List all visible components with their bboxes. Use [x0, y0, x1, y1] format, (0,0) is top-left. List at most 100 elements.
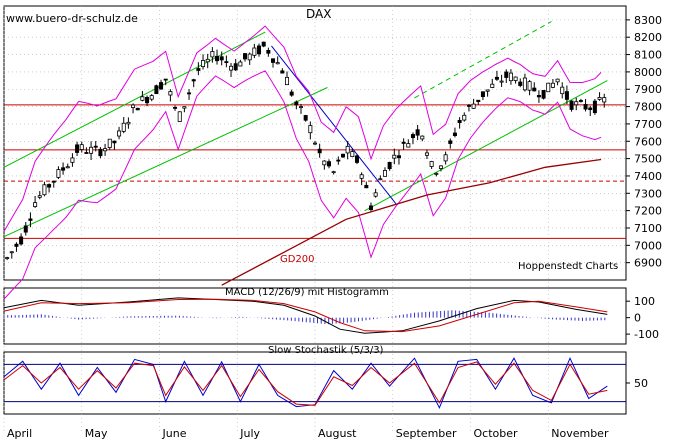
candle-body [266, 50, 271, 54]
candle-body [532, 87, 537, 92]
candle-body [280, 70, 285, 74]
candle-body [173, 107, 178, 109]
watermark: www.buero-dr-schulz.de [6, 12, 138, 25]
candle-body [238, 61, 243, 67]
candle-body [205, 58, 210, 63]
candle-body [61, 167, 66, 171]
candle-body [126, 121, 131, 125]
candle-body [340, 153, 345, 158]
macd-tick-label: -100 [634, 328, 659, 341]
candle-body [294, 101, 299, 106]
candle-body [410, 134, 415, 139]
candle-body [592, 100, 597, 114]
price-tick-label: 7800 [634, 101, 662, 114]
candle-body [462, 114, 467, 121]
candle-body [163, 78, 168, 81]
macd-panel: 100 0 -100 [3, 295, 659, 341]
candle-body [583, 104, 588, 110]
candle-body [508, 72, 513, 82]
candle-body [112, 140, 117, 144]
candle-body [382, 170, 387, 177]
candle-body [121, 122, 126, 132]
month-label: July [239, 427, 260, 440]
price-axis: 6900 7000 7100 7200 7300 7400 7500 7600 7700 7800… [626, 14, 662, 270]
candle-body [564, 91, 569, 100]
candle-body [317, 148, 322, 154]
candle-body [187, 92, 192, 95]
candle-body [504, 71, 509, 78]
candle-body [65, 166, 70, 169]
price-tick-label: 8200 [634, 31, 662, 44]
price-tick-label: 8300 [634, 14, 662, 27]
candle-body [457, 119, 462, 123]
candle-body [550, 82, 555, 88]
candle-body [499, 80, 504, 83]
price-tick-label: 7700 [634, 118, 662, 131]
price-tick-label: 7500 [634, 153, 662, 166]
price-tick-label: 8000 [634, 66, 662, 79]
candle-body [373, 192, 378, 197]
candle-body [401, 141, 406, 144]
price-tick-label: 7400 [634, 170, 662, 183]
macd-tick-label: 0 [634, 312, 641, 325]
candle-body [541, 90, 546, 99]
candle-body [196, 68, 201, 71]
candle-body [485, 89, 490, 92]
month-axis: April May June July August September October No… [3, 6, 609, 440]
candle-body [70, 157, 75, 163]
chart-title: DAX [306, 7, 331, 21]
candle-body [215, 55, 220, 62]
price-tick-label: 7100 [634, 222, 662, 235]
channel-lower [3, 87, 328, 238]
candle-body [5, 257, 10, 259]
candle-body [322, 160, 327, 166]
trendline [271, 45, 397, 205]
candle-body [555, 78, 560, 83]
candle-body [536, 95, 541, 98]
candle-body [308, 125, 313, 134]
candle-body [9, 251, 14, 254]
candle-body [387, 161, 392, 170]
candle-body [56, 169, 61, 178]
candle-body [480, 91, 485, 98]
candle-body [299, 106, 304, 108]
stoch-d-line [3, 361, 608, 406]
candle-body [252, 47, 257, 56]
candle-body [191, 79, 196, 82]
price-tick-label: 7000 [634, 239, 662, 252]
candle-body [135, 107, 140, 111]
candle-body [578, 100, 583, 102]
stoch-tick-label: 50 [634, 377, 648, 390]
candle-body [131, 104, 136, 108]
bollinger-lower [3, 70, 602, 300]
candle-body [159, 82, 164, 90]
bollinger-upper [3, 25, 602, 232]
candle-body [438, 165, 443, 169]
candle-body [326, 161, 331, 167]
candle-body [33, 202, 38, 207]
candle-body [471, 103, 476, 109]
candle-body [28, 218, 33, 221]
candle-body [84, 152, 89, 154]
candle-body [350, 151, 355, 158]
candle-body [79, 144, 84, 150]
candle-body [364, 184, 369, 189]
candle-body [406, 143, 411, 148]
candle-body [359, 174, 364, 179]
candle-body [597, 97, 602, 100]
candle-body [522, 77, 527, 91]
candle-body [42, 184, 47, 196]
candle-body [98, 148, 103, 157]
candle-body [201, 60, 206, 68]
price-tick-label: 8100 [634, 49, 662, 62]
candle-body [331, 171, 336, 174]
price-tick-label: 7900 [634, 83, 662, 96]
candle-body [23, 225, 28, 233]
source-label: Hoppenstedt Charts [518, 261, 618, 272]
candle-body [154, 85, 159, 95]
macd-label: MACD (12/26/9) mit Histogramm [225, 287, 389, 298]
month-label: September [396, 427, 457, 440]
candle-body [89, 146, 94, 154]
